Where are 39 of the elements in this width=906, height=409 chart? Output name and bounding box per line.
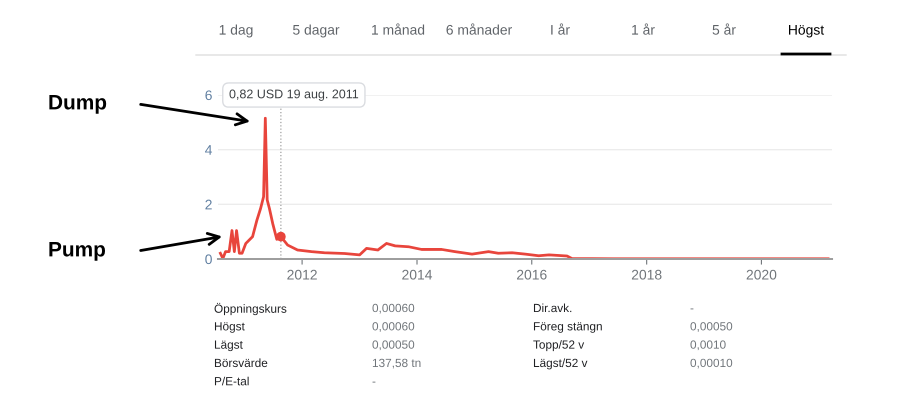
text: Börsvärde	[214, 358, 268, 368]
x-tick-label: 2018	[632, 270, 662, 280]
y-tick-label: 6	[205, 90, 212, 100]
x-tick-label: 2012	[287, 270, 317, 280]
text: 137,58 tn	[372, 358, 420, 368]
line-series	[218, 116, 830, 259]
text: Dir.avk.	[534, 303, 572, 312]
text: 0,00050	[372, 340, 414, 350]
text: I år	[551, 23, 570, 35]
text: 0,00060	[372, 322, 414, 332]
text: Öppningskurs	[214, 302, 286, 316]
text: Dump	[49, 95, 106, 114]
text: Pump	[49, 242, 106, 261]
y-tick-label: 4	[205, 145, 212, 155]
text: 1 månad	[372, 23, 424, 35]
text: 0,0010	[690, 340, 726, 350]
text: -	[690, 308, 694, 310]
x-tick-label: 2016	[517, 270, 547, 280]
x-tick-label: 2014	[402, 270, 432, 280]
text: 0,00050	[690, 322, 732, 332]
text: 1 år	[632, 23, 655, 35]
y-tick-label: 2	[205, 200, 212, 210]
text: Topp/52 v	[533, 340, 584, 352]
text: 5 dagar	[293, 24, 340, 38]
text: Högst	[214, 322, 245, 333]
text: Lägst/52 v	[534, 358, 588, 370]
text: -	[372, 382, 376, 383]
text: 0,00010	[690, 358, 732, 368]
text: 5 år	[712, 23, 736, 35]
annotation: 0,82 USD 19 aug. 2011	[229, 90, 358, 101]
text: 6 månader	[446, 23, 512, 35]
text: 0,00060	[372, 304, 414, 314]
text: Föreg stängn	[534, 322, 602, 333]
y-tick-label: 0	[205, 254, 212, 264]
x-tick-label: 2020	[746, 270, 776, 280]
text: P/E-tal	[214, 376, 249, 386]
text: Högst	[789, 25, 824, 38]
text: 1 dag	[220, 24, 252, 38]
text: Lägst	[214, 340, 243, 352]
